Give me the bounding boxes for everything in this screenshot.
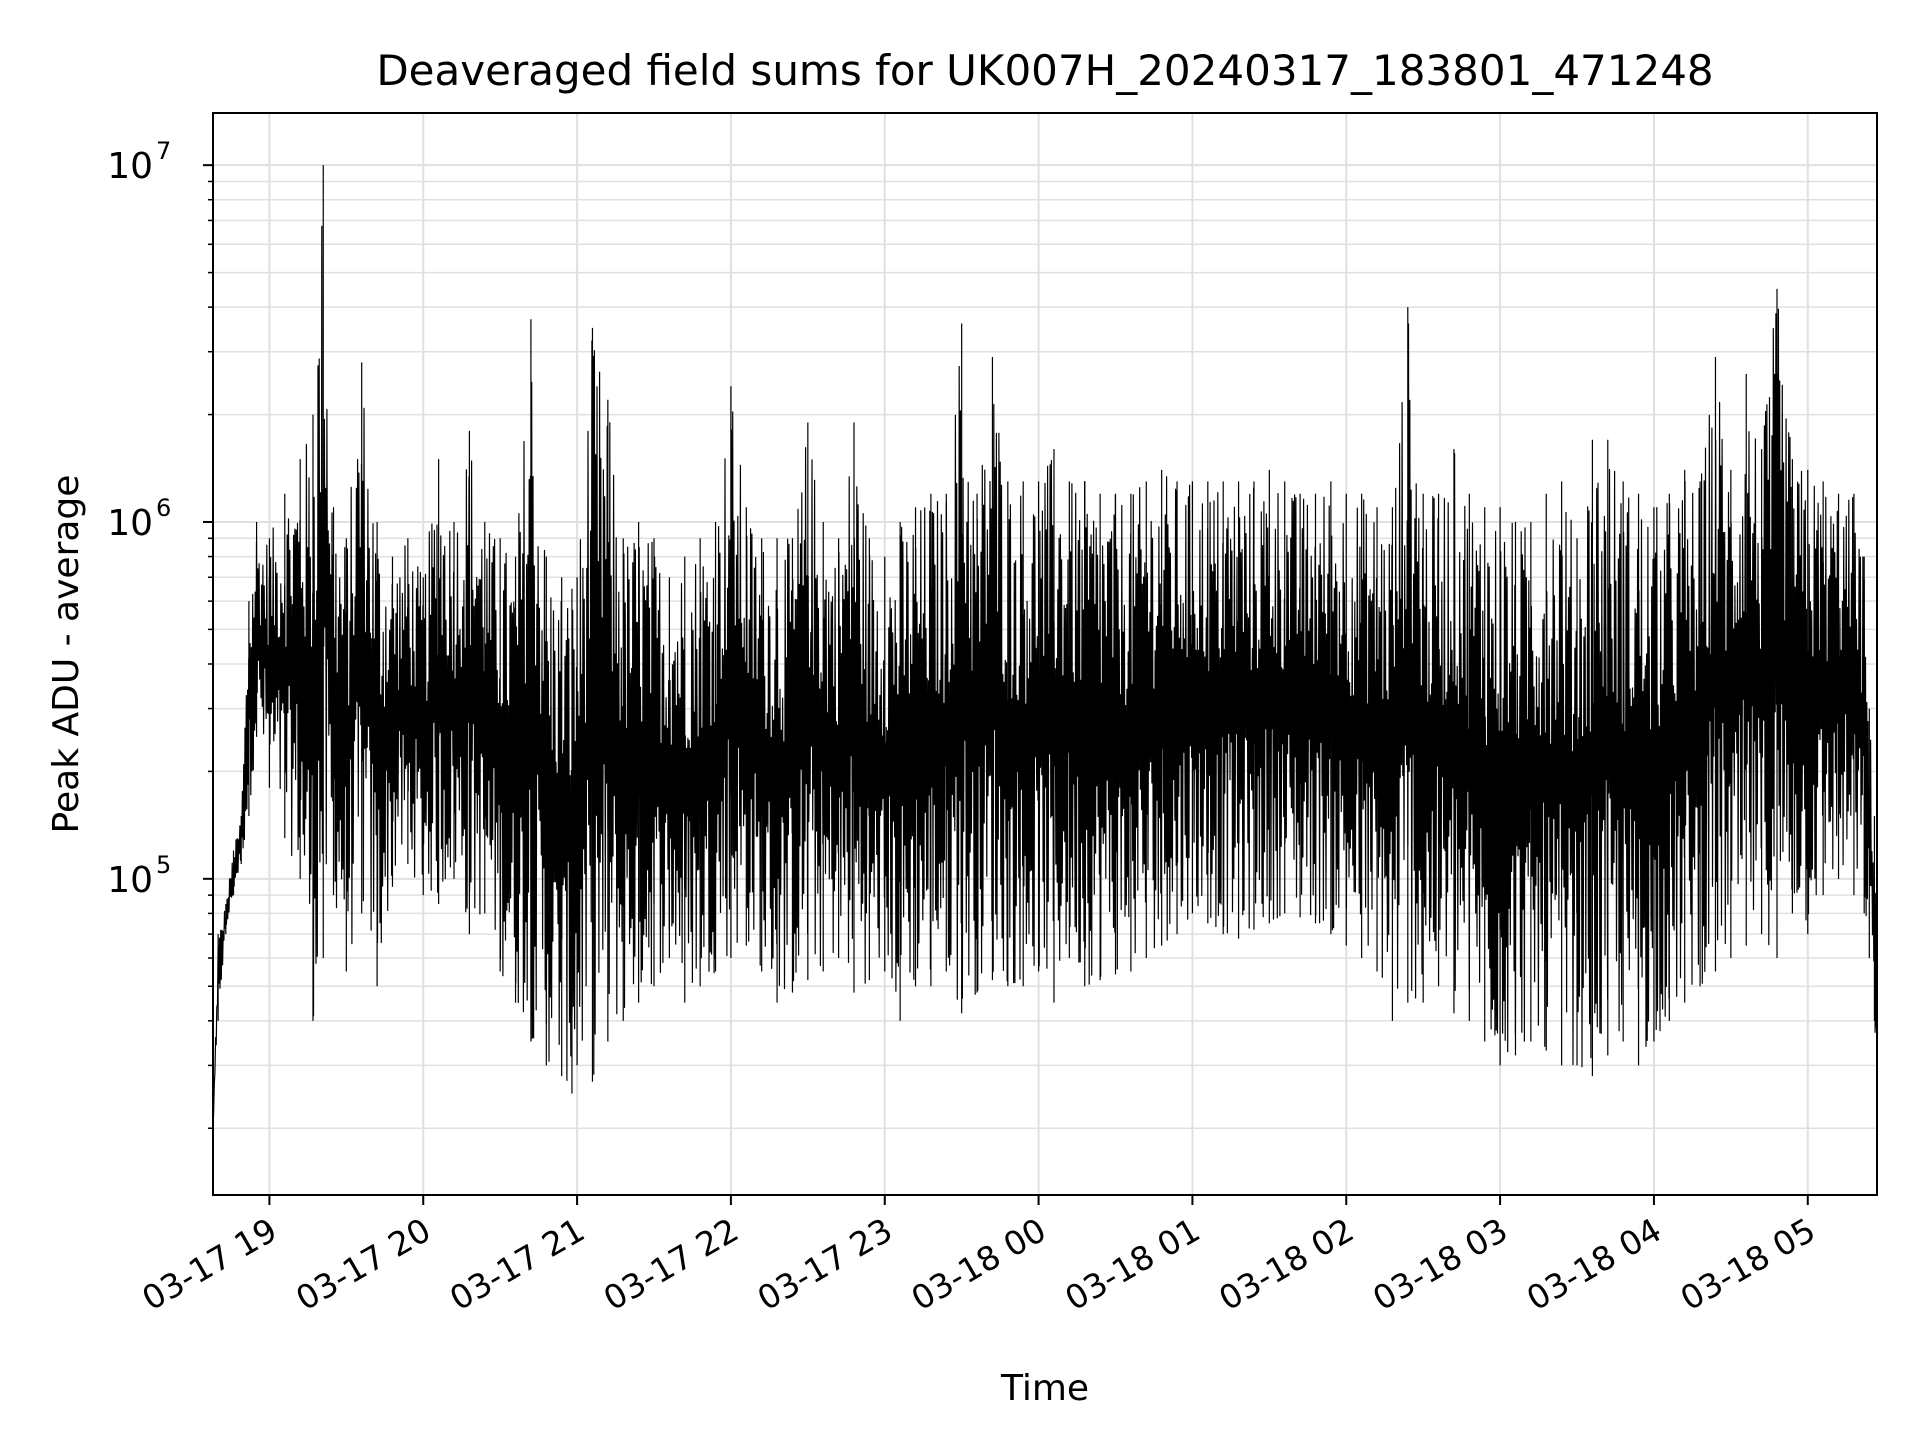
y-tick-exponent: 7 [156,137,171,165]
series-layer [212,165,1878,1129]
y-tick-label: 10 [107,503,153,544]
y-tick-label: 10 [107,860,153,901]
series-line [212,225,1878,1129]
y-tick-base: 10 [107,146,153,187]
y-tick-base: 10 [107,503,153,544]
y-tick-exponent: 6 [156,494,171,522]
y-tick-label: 10 [107,146,153,187]
plot-frame [212,112,1878,1196]
x-axis-label: Time [1000,1368,1089,1409]
y-axis-label: Peak ADU - average [46,475,87,834]
y-tick-base: 10 [107,860,153,901]
y-tick-exponent: 5 [156,851,171,879]
chart-title: Deaveraged field sums for UK007H_2024031… [376,46,1713,95]
